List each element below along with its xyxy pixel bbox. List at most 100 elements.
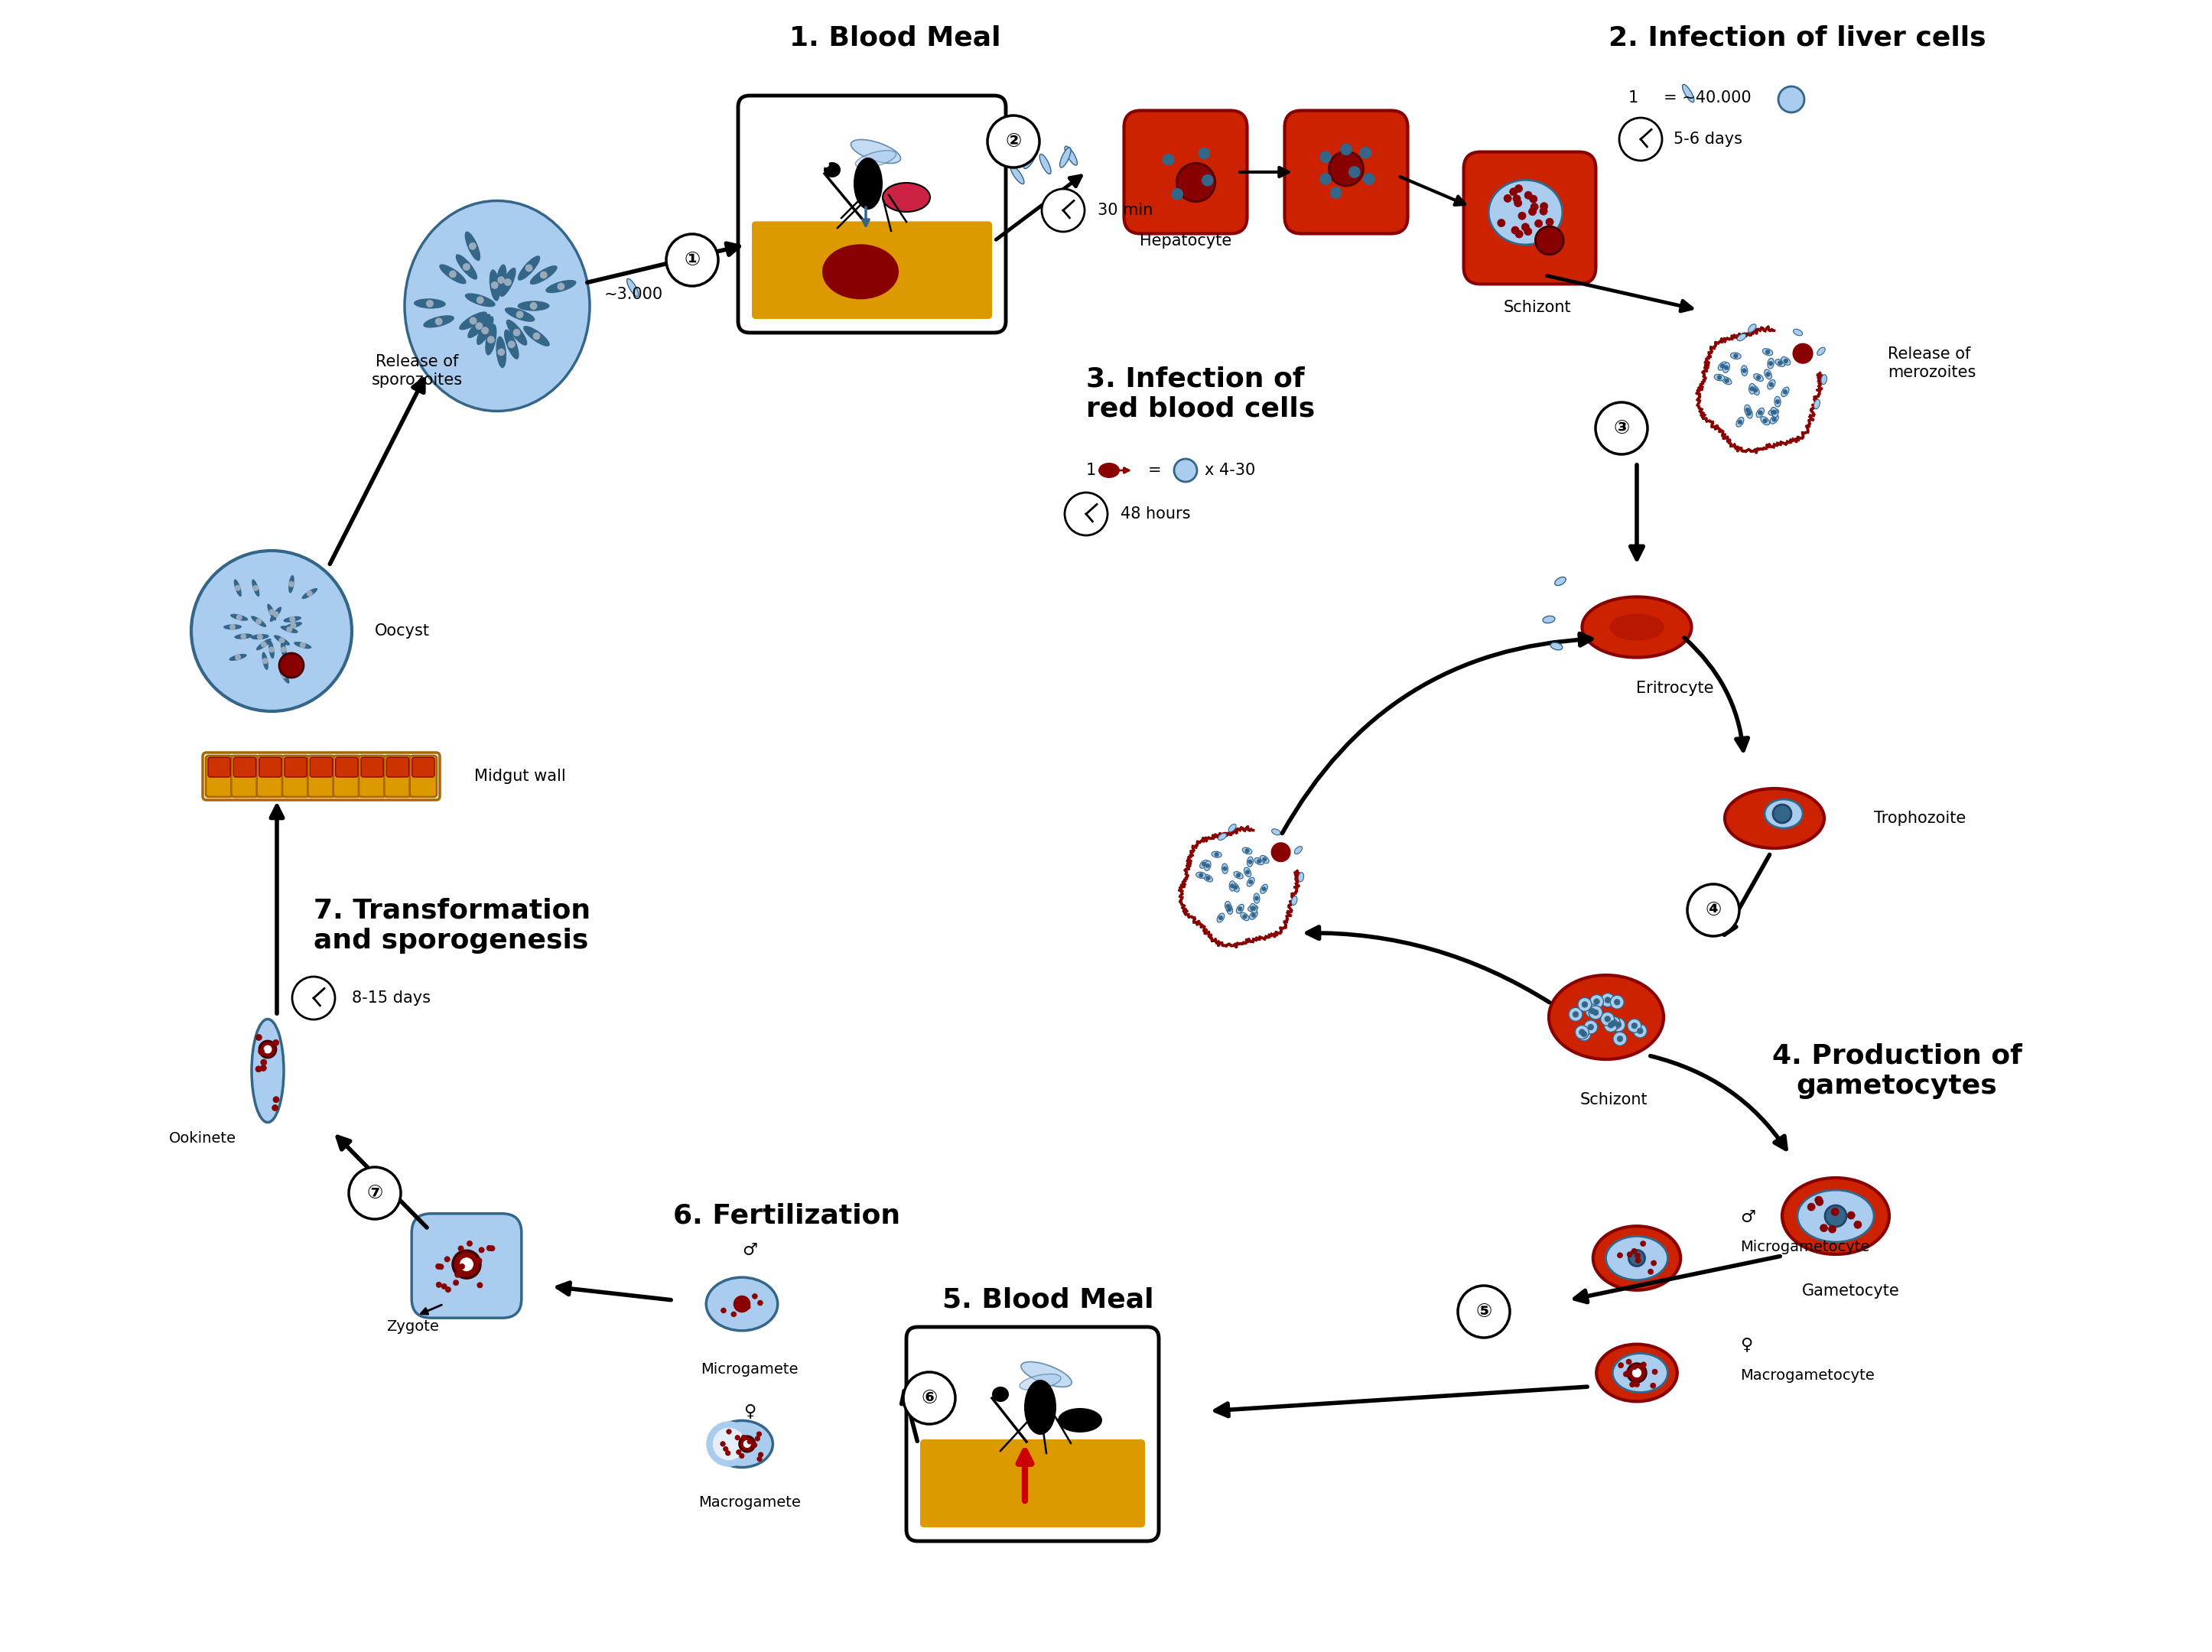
Circle shape bbox=[1540, 203, 1548, 210]
Ellipse shape bbox=[626, 279, 639, 296]
Circle shape bbox=[1175, 459, 1197, 482]
Ellipse shape bbox=[234, 634, 252, 639]
FancyBboxPatch shape bbox=[257, 755, 283, 796]
Ellipse shape bbox=[1064, 145, 1077, 165]
Circle shape bbox=[509, 340, 515, 349]
Ellipse shape bbox=[1752, 385, 1759, 395]
Circle shape bbox=[1214, 852, 1219, 857]
Ellipse shape bbox=[268, 603, 276, 621]
Text: Oocyst: Oocyst bbox=[374, 623, 429, 639]
Ellipse shape bbox=[1230, 881, 1234, 890]
Ellipse shape bbox=[1765, 800, 1803, 828]
Circle shape bbox=[902, 1373, 956, 1424]
Circle shape bbox=[757, 1432, 761, 1437]
Ellipse shape bbox=[1736, 334, 1745, 340]
Ellipse shape bbox=[823, 162, 841, 177]
Circle shape bbox=[498, 349, 504, 355]
Circle shape bbox=[1650, 1260, 1657, 1265]
Circle shape bbox=[1237, 872, 1241, 877]
Circle shape bbox=[469, 317, 478, 324]
Circle shape bbox=[1256, 859, 1261, 864]
Circle shape bbox=[467, 1241, 473, 1246]
Circle shape bbox=[723, 1447, 728, 1452]
Text: 7. Transformation
and sporogenesis: 7. Transformation and sporogenesis bbox=[314, 897, 591, 953]
Ellipse shape bbox=[1261, 856, 1270, 864]
Circle shape bbox=[268, 610, 274, 615]
Circle shape bbox=[741, 1436, 745, 1441]
Circle shape bbox=[1498, 220, 1504, 226]
Circle shape bbox=[533, 332, 540, 340]
Circle shape bbox=[741, 1300, 748, 1305]
Circle shape bbox=[460, 1257, 473, 1272]
Circle shape bbox=[476, 1259, 482, 1264]
Ellipse shape bbox=[1683, 84, 1694, 102]
Text: Ookinete: Ookinete bbox=[168, 1130, 237, 1145]
Circle shape bbox=[1601, 1013, 1615, 1026]
Circle shape bbox=[1582, 1001, 1588, 1008]
Ellipse shape bbox=[854, 157, 883, 210]
Circle shape bbox=[272, 611, 279, 618]
Circle shape bbox=[458, 1246, 465, 1251]
Ellipse shape bbox=[712, 1427, 745, 1460]
Ellipse shape bbox=[1765, 370, 1772, 380]
Circle shape bbox=[1774, 805, 1792, 823]
Ellipse shape bbox=[1024, 142, 1031, 164]
Circle shape bbox=[1765, 372, 1770, 377]
Circle shape bbox=[436, 317, 442, 325]
Circle shape bbox=[1321, 173, 1332, 185]
Circle shape bbox=[1321, 152, 1332, 162]
Circle shape bbox=[1177, 164, 1214, 202]
Circle shape bbox=[1783, 358, 1787, 363]
Circle shape bbox=[748, 1439, 752, 1444]
Circle shape bbox=[498, 276, 504, 284]
Circle shape bbox=[1626, 1360, 1632, 1365]
Circle shape bbox=[453, 1280, 458, 1285]
Circle shape bbox=[1243, 915, 1248, 919]
Circle shape bbox=[259, 1041, 276, 1057]
Circle shape bbox=[453, 1251, 480, 1279]
Ellipse shape bbox=[518, 256, 540, 281]
Circle shape bbox=[1522, 223, 1528, 231]
Circle shape bbox=[1783, 390, 1787, 395]
Ellipse shape bbox=[1798, 1189, 1874, 1242]
Circle shape bbox=[1632, 1249, 1637, 1254]
Ellipse shape bbox=[1721, 377, 1732, 385]
Ellipse shape bbox=[1197, 872, 1206, 879]
Ellipse shape bbox=[279, 667, 290, 684]
Circle shape bbox=[1765, 350, 1770, 354]
Text: ⑤: ⑤ bbox=[1475, 1302, 1491, 1322]
Ellipse shape bbox=[1099, 463, 1119, 477]
Circle shape bbox=[1528, 208, 1537, 215]
Circle shape bbox=[1763, 418, 1767, 423]
Ellipse shape bbox=[1774, 396, 1781, 406]
Circle shape bbox=[261, 1066, 265, 1070]
Circle shape bbox=[1739, 420, 1743, 425]
Text: 5-6 days: 5-6 days bbox=[1674, 132, 1743, 147]
Circle shape bbox=[1725, 378, 1730, 383]
Circle shape bbox=[1250, 907, 1254, 910]
Circle shape bbox=[1747, 411, 1752, 415]
Ellipse shape bbox=[1794, 329, 1803, 335]
Text: Schizont: Schizont bbox=[1504, 299, 1571, 316]
Circle shape bbox=[1717, 375, 1721, 380]
Ellipse shape bbox=[1730, 352, 1741, 358]
Circle shape bbox=[1201, 175, 1212, 185]
Circle shape bbox=[462, 263, 471, 271]
FancyBboxPatch shape bbox=[411, 757, 434, 776]
Circle shape bbox=[1615, 1023, 1621, 1028]
Ellipse shape bbox=[1228, 824, 1237, 833]
Ellipse shape bbox=[1750, 383, 1756, 395]
Text: Macrogametocyte: Macrogametocyte bbox=[1741, 1368, 1874, 1383]
Ellipse shape bbox=[465, 292, 495, 307]
Ellipse shape bbox=[1272, 829, 1281, 836]
Ellipse shape bbox=[1770, 415, 1778, 425]
Circle shape bbox=[1509, 188, 1517, 195]
Circle shape bbox=[436, 1264, 440, 1269]
Circle shape bbox=[734, 1297, 750, 1312]
Circle shape bbox=[1340, 144, 1352, 155]
Ellipse shape bbox=[504, 307, 535, 322]
Circle shape bbox=[261, 657, 268, 664]
Circle shape bbox=[1349, 167, 1360, 177]
Ellipse shape bbox=[1820, 375, 1827, 385]
Circle shape bbox=[449, 271, 456, 278]
